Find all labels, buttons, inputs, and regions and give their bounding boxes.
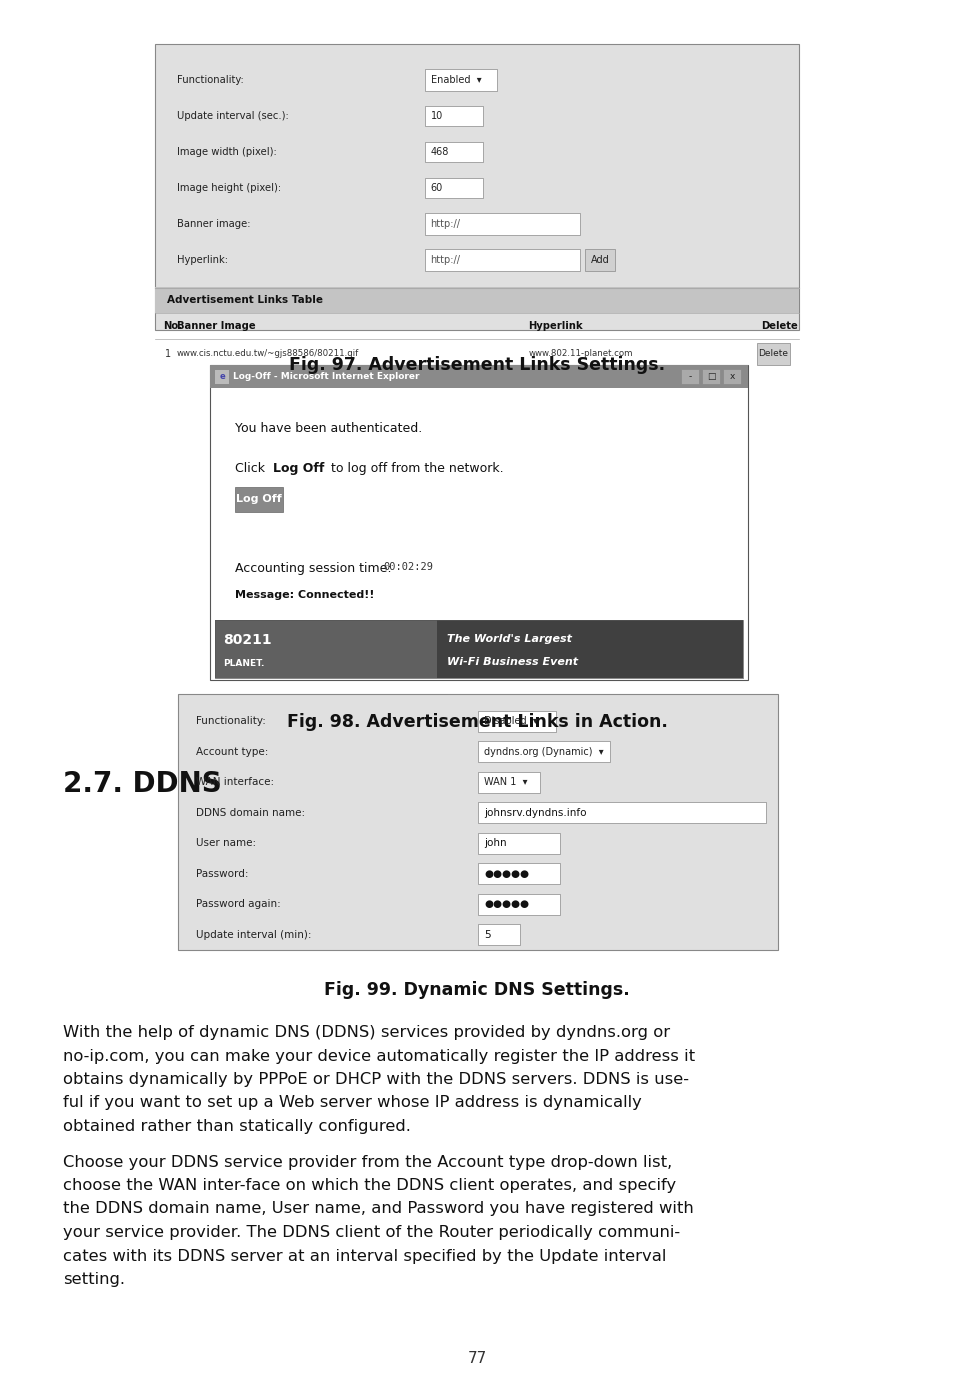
Text: your service provider. The DDNS client of the Router periodically communi-: your service provider. The DDNS client o…	[63, 1226, 679, 1239]
Text: choose the WAN inter-face on which the DDNS client operates, and specify: choose the WAN inter-face on which the D…	[63, 1178, 676, 1194]
Text: Log Off: Log Off	[236, 494, 281, 504]
Text: WAN 1  ▾: WAN 1 ▾	[483, 777, 527, 787]
Text: Password again:: Password again:	[195, 899, 280, 909]
FancyBboxPatch shape	[722, 369, 740, 384]
FancyBboxPatch shape	[425, 212, 579, 235]
Text: Update interval (sec.):: Update interval (sec.):	[177, 111, 289, 121]
Text: 60: 60	[430, 183, 442, 193]
Text: Image height (pixel):: Image height (pixel):	[177, 183, 281, 193]
Text: john: john	[483, 838, 506, 848]
Text: johnsrv.dyndns.info: johnsrv.dyndns.info	[483, 808, 586, 818]
Text: 10: 10	[430, 111, 442, 121]
FancyBboxPatch shape	[425, 142, 483, 162]
FancyBboxPatch shape	[178, 694, 778, 949]
Text: 2.7. DDNS: 2.7. DDNS	[63, 770, 221, 798]
FancyBboxPatch shape	[234, 487, 283, 512]
Text: Delete: Delete	[758, 350, 788, 358]
Text: www.cis.nctu.edu.tw/~gjs88586/80211.gif: www.cis.nctu.edu.tw/~gjs88586/80211.gif	[177, 350, 359, 358]
Text: the DDNS domain name, User name, and Password you have registered with: the DDNS domain name, User name, and Pas…	[63, 1202, 693, 1216]
Text: WAN interface:: WAN interface:	[195, 777, 274, 787]
Text: Banner Image: Banner Image	[177, 321, 255, 330]
Text: Account type:: Account type:	[195, 747, 268, 756]
Text: obtains dynamically by PPPoE or DHCP with the DDNS servers. DDNS is use-: obtains dynamically by PPPoE or DHCP wit…	[63, 1072, 688, 1087]
Text: x: x	[728, 372, 734, 380]
Text: Fig. 98. Advertisement Links in Action.: Fig. 98. Advertisement Links in Action.	[286, 713, 667, 731]
FancyBboxPatch shape	[477, 833, 559, 854]
FancyBboxPatch shape	[757, 343, 789, 365]
Text: to log off from the network.: to log off from the network.	[327, 462, 503, 475]
Text: DDNS domain name:: DDNS domain name:	[195, 808, 305, 818]
Text: ●●●●●: ●●●●●	[483, 899, 529, 909]
Text: With the help of dynamic DNS (DDNS) services provided by dyndns.org or: With the help of dynamic DNS (DDNS) serv…	[63, 1024, 669, 1040]
Text: cates with its DDNS server at an interval specified by the Update interval: cates with its DDNS server at an interva…	[63, 1248, 666, 1263]
Text: 77: 77	[467, 1351, 486, 1366]
Text: http://: http://	[430, 219, 460, 229]
Text: obtained rather than statically configured.: obtained rather than statically configur…	[63, 1119, 411, 1134]
Text: No.: No.	[163, 321, 182, 330]
Text: ●●●●●: ●●●●●	[483, 869, 529, 879]
Text: The World's Largest: The World's Largest	[446, 633, 571, 644]
FancyBboxPatch shape	[477, 924, 519, 945]
FancyBboxPatch shape	[477, 711, 556, 731]
FancyBboxPatch shape	[477, 863, 559, 884]
FancyBboxPatch shape	[214, 620, 436, 677]
Text: ful if you want to set up a Web server whose IP address is dynamically: ful if you want to set up a Web server w…	[63, 1095, 641, 1110]
FancyBboxPatch shape	[477, 772, 539, 793]
Text: User name:: User name:	[195, 838, 255, 848]
Text: Disabled  ▾: Disabled ▾	[483, 716, 537, 726]
FancyBboxPatch shape	[477, 802, 765, 823]
Text: Functionality:: Functionality:	[195, 716, 266, 726]
Text: You have been authenticated.: You have been authenticated.	[234, 422, 422, 434]
FancyBboxPatch shape	[210, 365, 747, 389]
Text: Functionality:: Functionality:	[177, 75, 244, 85]
FancyBboxPatch shape	[701, 369, 720, 384]
Text: Delete: Delete	[760, 321, 797, 330]
Text: Fig. 99. Dynamic DNS Settings.: Fig. 99. Dynamic DNS Settings.	[324, 981, 629, 999]
Text: Advertisement Links Table: Advertisement Links Table	[167, 296, 323, 305]
Text: Password:: Password:	[195, 869, 248, 879]
Text: 80211: 80211	[223, 633, 272, 647]
FancyBboxPatch shape	[436, 620, 742, 677]
FancyBboxPatch shape	[680, 369, 699, 384]
Text: Banner image:: Banner image:	[177, 219, 251, 229]
Text: no-ip.com, you can make your device automatically register the IP address it: no-ip.com, you can make your device auto…	[63, 1048, 695, 1063]
FancyBboxPatch shape	[425, 69, 497, 92]
Text: Message: Connected!!: Message: Connected!!	[234, 590, 375, 600]
Text: Image width (pixel):: Image width (pixel):	[177, 147, 276, 157]
Text: http://: http://	[430, 255, 460, 265]
Text: Enabled  ▾: Enabled ▾	[431, 75, 481, 85]
Text: PLANET.: PLANET.	[223, 659, 264, 668]
Text: setting.: setting.	[63, 1271, 125, 1287]
Text: Hyperlink:: Hyperlink:	[177, 255, 228, 265]
FancyBboxPatch shape	[425, 178, 483, 198]
Text: 1: 1	[165, 348, 171, 359]
FancyBboxPatch shape	[154, 44, 799, 330]
Text: Click: Click	[234, 462, 269, 475]
Text: e: e	[219, 372, 225, 380]
Text: Choose your DDNS service provider from the Account type drop-down list,: Choose your DDNS service provider from t…	[63, 1155, 672, 1170]
Text: Hyperlink: Hyperlink	[528, 321, 582, 330]
FancyBboxPatch shape	[210, 365, 747, 680]
Text: 5: 5	[483, 930, 490, 940]
FancyBboxPatch shape	[425, 248, 579, 271]
Text: Update interval (min):: Update interval (min):	[195, 930, 312, 940]
Text: 468: 468	[430, 147, 448, 157]
FancyBboxPatch shape	[585, 248, 615, 271]
Text: 00:02:29: 00:02:29	[382, 562, 433, 572]
FancyBboxPatch shape	[477, 894, 559, 915]
Text: dyndns.org (Dynamic)  ▾: dyndns.org (Dynamic) ▾	[483, 747, 603, 756]
Text: Wi-Fi Business Event: Wi-Fi Business Event	[446, 657, 578, 666]
FancyBboxPatch shape	[477, 741, 609, 762]
FancyBboxPatch shape	[214, 371, 229, 384]
Text: Accounting session time:: Accounting session time:	[234, 562, 392, 575]
FancyBboxPatch shape	[154, 287, 799, 314]
Text: Log Off: Log Off	[273, 462, 324, 475]
Text: www.802.11-planet.com: www.802.11-planet.com	[528, 350, 633, 358]
Text: Fig. 97. Advertisement Links Settings.: Fig. 97. Advertisement Links Settings.	[289, 355, 664, 373]
FancyBboxPatch shape	[425, 105, 483, 126]
Text: -: -	[688, 372, 691, 380]
Text: □: □	[706, 372, 715, 380]
Text: Add: Add	[591, 255, 609, 265]
Text: Log-Off - Microsoft Internet Explorer: Log-Off - Microsoft Internet Explorer	[233, 372, 419, 380]
